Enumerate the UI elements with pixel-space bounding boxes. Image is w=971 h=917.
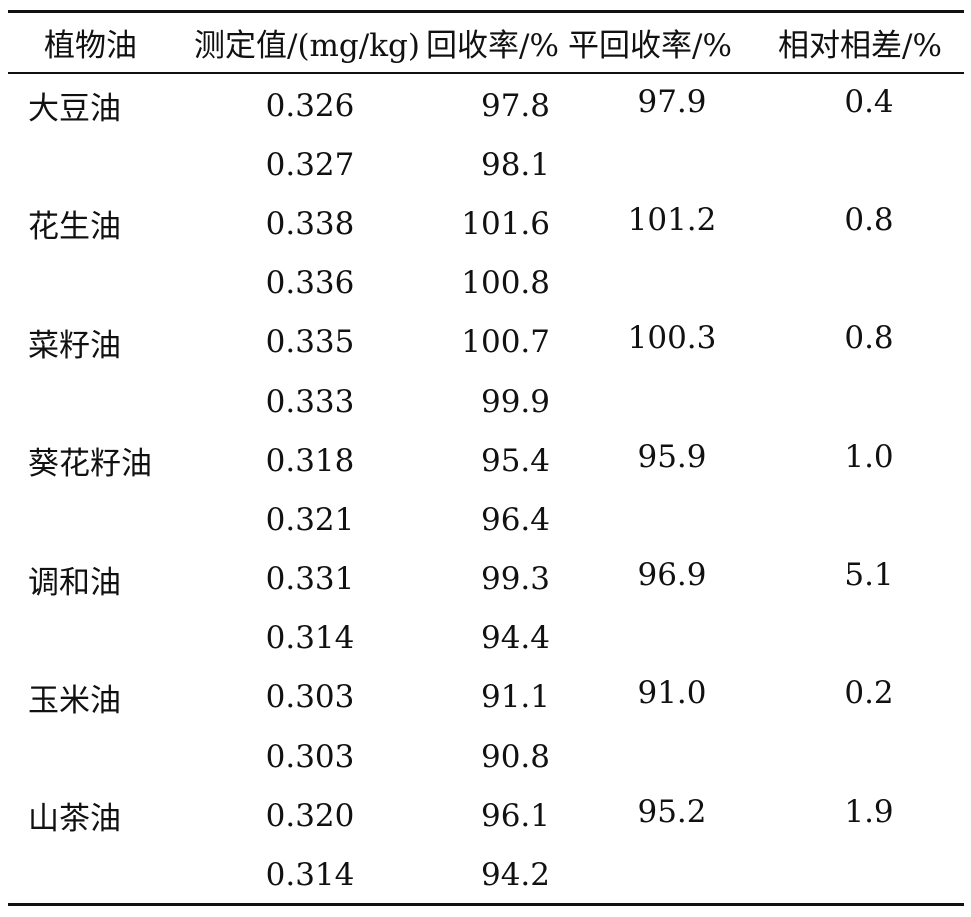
cell-rel-diff: 5.1 xyxy=(844,557,894,594)
cell-rel-diff: 0.8 xyxy=(844,320,894,357)
cell-recovery: 101.6 xyxy=(461,205,550,242)
cell-measured: 0.318 xyxy=(265,442,355,479)
cell-avg-recovery: 95.9 xyxy=(637,438,707,475)
table-row: 葵花籽油 0.318 95.4 95.9 1.0 xyxy=(8,431,964,490)
cell-recovery: 100.7 xyxy=(461,324,550,361)
table-row: 0.303 90.8 xyxy=(8,727,964,786)
cell-recovery: 99.9 xyxy=(480,383,550,420)
cell-measured: 0.303 xyxy=(265,679,355,716)
cell-oil: 葵花籽油 xyxy=(28,446,152,483)
cell-measured: 0.333 xyxy=(265,383,355,420)
table-row: 花生油 0.338 101.6 101.2 0.8 xyxy=(8,194,964,253)
cell-measured: 0.336 xyxy=(265,265,355,302)
table-header-row: 植物油 测定值/(mg/kg) 回收率/% 平回收率/% 相对相差/% xyxy=(8,13,964,72)
cell-oil: 菜籽油 xyxy=(28,327,121,364)
cell-recovery: 95.4 xyxy=(480,442,550,479)
cell-recovery: 96.4 xyxy=(480,501,550,538)
cell-avg-recovery: 95.2 xyxy=(637,793,707,830)
cell-oil: 调和油 xyxy=(28,564,121,601)
cell-recovery: 97.8 xyxy=(480,87,550,124)
cell-measured: 0.314 xyxy=(265,857,355,894)
table-row: 0.336 100.8 xyxy=(8,254,964,313)
table-row: 玉米油 0.303 91.1 91.0 0.2 xyxy=(8,668,964,727)
cell-recovery: 100.8 xyxy=(461,265,550,302)
cell-recovery: 99.3 xyxy=(480,561,550,598)
cell-oil: 大豆油 xyxy=(28,91,121,128)
table-bottom-rule xyxy=(8,903,964,906)
cell-measured: 0.327 xyxy=(265,146,355,183)
cell-rel-diff: 1.9 xyxy=(844,793,894,830)
table-row: 0.327 98.1 xyxy=(8,135,964,194)
table-row: 菜籽油 0.335 100.7 100.3 0.8 xyxy=(8,313,964,372)
cell-avg-recovery: 96.9 xyxy=(637,557,707,594)
cell-measured: 0.326 xyxy=(265,87,355,124)
cell-recovery: 98.1 xyxy=(480,146,550,183)
cell-avg-recovery: 97.9 xyxy=(637,83,707,120)
cell-recovery: 94.4 xyxy=(480,620,550,657)
table-header-rule xyxy=(8,72,964,74)
cell-rel-diff: 0.4 xyxy=(844,83,894,120)
cell-oil: 花生油 xyxy=(28,209,121,246)
cell-measured: 0.314 xyxy=(265,620,355,657)
table-row: 0.333 99.9 xyxy=(8,372,964,431)
table-row: 大豆油 0.326 97.8 97.9 0.4 xyxy=(8,76,964,135)
header-rel-diff: 相对相差/% xyxy=(778,28,942,64)
cell-avg-recovery: 91.0 xyxy=(637,675,707,712)
cell-recovery: 91.1 xyxy=(480,679,550,716)
cell-measured: 0.335 xyxy=(265,324,355,361)
cell-rel-diff: 0.2 xyxy=(844,675,894,712)
cell-measured: 0.303 xyxy=(265,738,355,775)
table-row: 0.321 96.4 xyxy=(8,490,964,549)
cell-avg-recovery: 100.3 xyxy=(627,320,717,357)
cell-avg-recovery: 101.2 xyxy=(627,201,717,238)
cell-oil: 玉米油 xyxy=(28,682,121,719)
cell-recovery: 96.1 xyxy=(480,797,550,834)
recovery-table: 植物油 测定值/(mg/kg) 回收率/% 平回收率/% 相对相差/% 大豆油 0… xyxy=(8,10,964,905)
cell-recovery: 94.2 xyxy=(480,857,550,894)
table-row: 0.314 94.2 xyxy=(8,845,964,904)
table-row: 0.314 94.4 xyxy=(8,609,964,668)
header-avg-recovery: 平回收率/% xyxy=(568,28,732,64)
table-body: 大豆油 0.326 97.8 97.9 0.4 0.327 98.1 花生油 0.338 101.… xyxy=(8,74,964,905)
cell-oil: 山茶油 xyxy=(28,801,121,838)
table-row: 调和油 0.331 99.3 96.9 5.1 xyxy=(8,550,964,609)
header-measured: 测定值/(mg/kg) xyxy=(194,28,420,64)
header-recovery: 回收率/% xyxy=(426,28,559,64)
cell-measured: 0.320 xyxy=(265,797,355,834)
cell-measured: 0.331 xyxy=(265,561,355,598)
cell-rel-diff: 1.0 xyxy=(844,438,894,475)
header-oil: 植物油 xyxy=(44,28,137,64)
cell-rel-diff: 0.8 xyxy=(844,201,894,238)
cell-measured: 0.321 xyxy=(265,501,355,538)
table-row: 山茶油 0.320 96.1 95.2 1.9 xyxy=(8,786,964,845)
cell-measured: 0.338 xyxy=(265,205,355,242)
table-top-rule xyxy=(8,10,964,13)
cell-recovery: 90.8 xyxy=(480,738,550,775)
